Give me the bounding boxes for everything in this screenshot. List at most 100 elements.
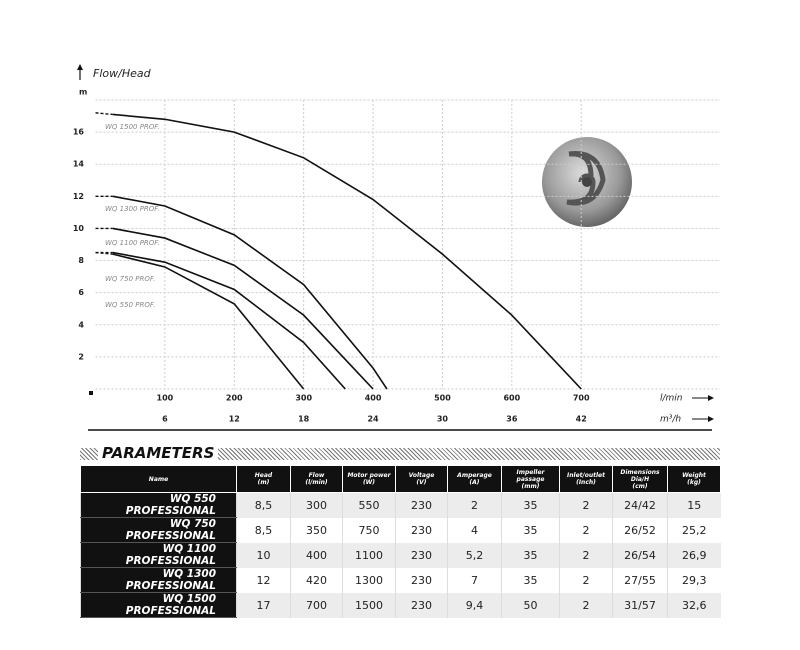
pump-curve: [95, 195, 388, 390]
header-text: Name: [148, 475, 169, 483]
curve-label: WQ 1300 PROF.: [105, 205, 160, 213]
table-cell: 230: [395, 542, 448, 568]
pump-curve: [95, 227, 374, 390]
header-cell: Inlet/outlet (Inch): [559, 465, 613, 493]
table-cell: 35: [501, 567, 560, 593]
header-text: Voltage: [408, 472, 435, 479]
header-text: Flow: [308, 472, 325, 479]
header-text: (cm): [632, 482, 648, 490]
table-cell: 27/55: [612, 567, 668, 593]
origin-marker: [89, 391, 93, 395]
header-text: Motor power: [347, 472, 391, 479]
model-name: WQ 750 PROFESSIONAL: [80, 517, 237, 543]
y-tick-label: 16: [73, 128, 85, 137]
x2-tick-label: 6: [162, 415, 168, 424]
x2-tick-label: 36: [506, 415, 518, 424]
hatch-left: [80, 448, 98, 460]
table-cell: 35: [501, 492, 560, 518]
table-cell: 2: [559, 492, 613, 518]
hatch-right: [190, 448, 720, 460]
impeller-image: [542, 137, 632, 227]
header-text: Head: [254, 472, 273, 479]
pump-curve: [95, 112, 582, 390]
table-cell: 35: [501, 517, 560, 543]
x2-tick-label: 42: [576, 415, 587, 424]
table-cell: 350: [290, 517, 343, 543]
table-cell: 2: [559, 517, 613, 543]
table-row: WQ 550 PROFESSIONAL 8,5 300 550 230 2 35 2 24/42…: [80, 492, 721, 518]
x-tick-label: 700: [573, 394, 590, 403]
header-cell: Motor power (W): [342, 465, 396, 493]
header-text: (V): [416, 479, 427, 486]
curve-label: WQ 750 PROF.: [105, 275, 155, 283]
x2-tick-label: 18: [298, 415, 310, 424]
table-row: WQ 1100 PROFESSIONAL 10 400 1100 230 5,2 35 2 26…: [80, 542, 721, 568]
model-name: WQ 1300 PROFESSIONAL: [80, 567, 237, 593]
header-cell: Weight (kg): [667, 465, 721, 493]
curve-start: [95, 251, 113, 255]
header-cell: Dimensions Dia/H (cm): [612, 465, 668, 493]
table-cell: 24/42: [612, 492, 668, 518]
x-tick-label: 100: [157, 394, 174, 403]
table-cell: 31/57: [612, 592, 668, 618]
header-text: Inlet/outlet: [567, 472, 605, 479]
table-cell: 4: [447, 517, 502, 543]
table-cell: 26/52: [612, 517, 668, 543]
y-axis-unit: m: [79, 88, 87, 97]
table-cell: 9,4: [447, 592, 502, 618]
table-cell: 35: [501, 542, 560, 568]
header-text: (W): [362, 479, 376, 486]
y-arrow-head: [77, 64, 83, 70]
table-cell: 230: [395, 592, 448, 618]
table-body: WQ 550 PROFESSIONAL 8,5 300 550 230 2 35 2 24/42…: [80, 492, 721, 618]
table-cell: 700: [290, 592, 343, 618]
x2-tick-label: 12: [229, 415, 240, 424]
header-text: (m): [257, 479, 270, 486]
y-tick-label: 2: [78, 352, 84, 361]
table-cell: 5,2: [447, 542, 502, 568]
curve-start: [95, 112, 113, 116]
table-cell: 32,6: [667, 592, 721, 618]
pump-curve: [95, 251, 346, 390]
parameters-table: Name Head (m) Flow (l/min) Motor power (W) Volt…: [80, 465, 721, 618]
header-text: Dia/H: [630, 475, 650, 483]
header-text: (mm): [521, 482, 540, 490]
header-cell: Voltage (V): [395, 465, 448, 493]
header-text: Weight: [682, 472, 706, 479]
x2-tick-label: 30: [437, 415, 449, 424]
x-tick-label: 200: [226, 394, 243, 403]
curve-label: WQ 1100 PROF.: [105, 239, 160, 247]
table-cell: 7: [447, 567, 502, 593]
x2-axis-unit: m³/h: [660, 415, 681, 425]
header-cell: Impeller passage (mm): [501, 465, 560, 493]
pump-curve: [95, 251, 305, 390]
header-text: Amperage: [457, 472, 492, 479]
header-text: (Inch): [576, 479, 596, 486]
table-cell: 1100: [342, 542, 396, 568]
table-cell: 26,9: [667, 542, 721, 568]
model-name: WQ 550 PROFESSIONAL: [80, 492, 237, 518]
table-cell: 17: [236, 592, 291, 618]
curve-label: WQ 550 PROF.: [105, 301, 155, 309]
table-cell: 230: [395, 492, 448, 518]
table-cell: 8,5: [236, 492, 291, 518]
table-cell: 400: [290, 542, 343, 568]
table-cell: 29,3: [667, 567, 721, 593]
y-tick-label: 8: [78, 256, 84, 265]
curve-label: WQ 1500 PROF.: [105, 123, 160, 131]
table-cell: 26/54: [612, 542, 668, 568]
table-cell: 1500: [342, 592, 396, 618]
x-arrow-head: [708, 395, 714, 401]
table-cell: 15: [667, 492, 721, 518]
x-tick-label: 500: [434, 394, 451, 403]
table-cell: 550: [342, 492, 396, 518]
table-cell: 12: [236, 567, 291, 593]
header-text: (l/min): [305, 479, 328, 486]
table-row: WQ 750 PROFESSIONAL 8,5 350 750 230 4 35 2 26/52…: [80, 517, 721, 543]
header-text: Impeller passage: [516, 468, 545, 483]
header-text: Dimensions: [620, 468, 660, 476]
x-tick-label: 600: [503, 394, 520, 403]
header-cell: Flow (l/min): [290, 465, 343, 493]
table-cell: 2: [559, 592, 613, 618]
